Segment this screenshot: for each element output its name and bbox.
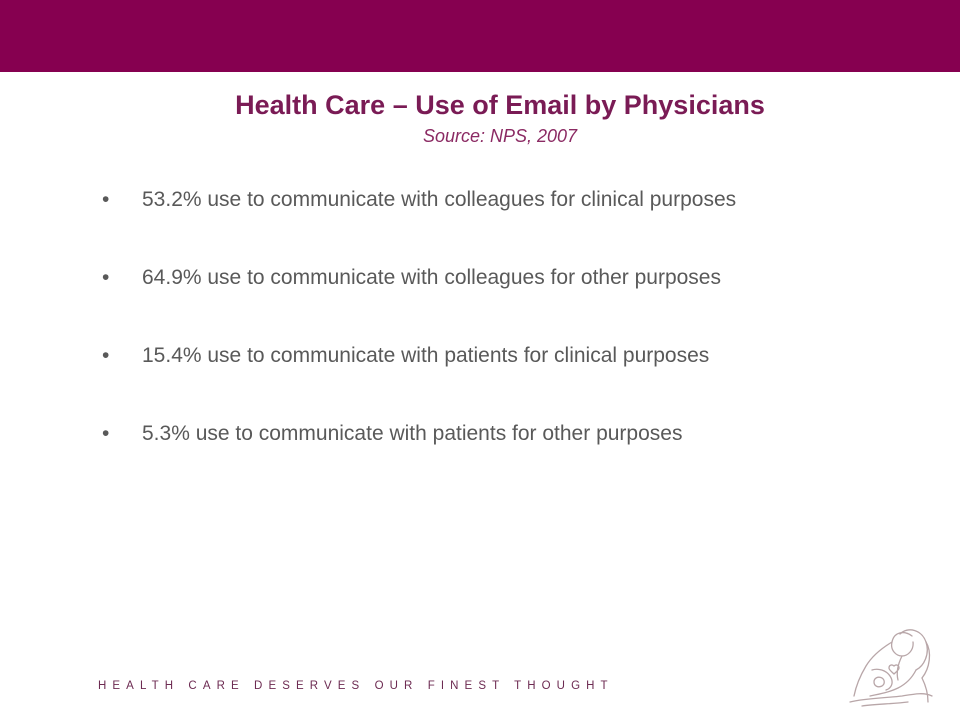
slide-subtitle: Source: NPS, 2007 [422,126,578,146]
bullet-item: • 64.9% use to communicate with colleagu… [102,262,736,340]
bullet-item: • 15.4% use to communicate with patients… [102,340,736,418]
bullet-dot: • [102,188,110,211]
bullet-item: • 5.3% use to communicate with patients … [102,418,736,496]
bullet-list: • 53.2% use to communicate with colleagu… [102,184,736,496]
bullet-text: 15.4% use to communicate with patients f… [142,344,710,367]
title-block: Health Care – Use of Email by Physicians… [0,88,960,148]
bullet-dot: • [102,344,110,367]
bullet-text: 53.2% use to communicate with colleagues… [142,188,737,211]
slide-title: Health Care – Use of Email by Physicians [235,90,765,120]
bullet-text: 5.3% use to communicate with patients fo… [142,422,683,445]
logo-strokes [849,629,933,707]
bullet-item: • 53.2% use to communicate with colleagu… [102,184,736,262]
footer-tagline: HEALTH CARE DESERVES OUR FINEST THOUGHT [98,680,614,692]
header-bar [0,0,960,72]
bullet-dot: • [102,422,110,445]
mother-and-child-logo-icon [849,629,933,707]
bullet-text: 64.9% use to communicate with colleagues… [142,266,721,289]
bullet-dot: • [102,266,110,289]
